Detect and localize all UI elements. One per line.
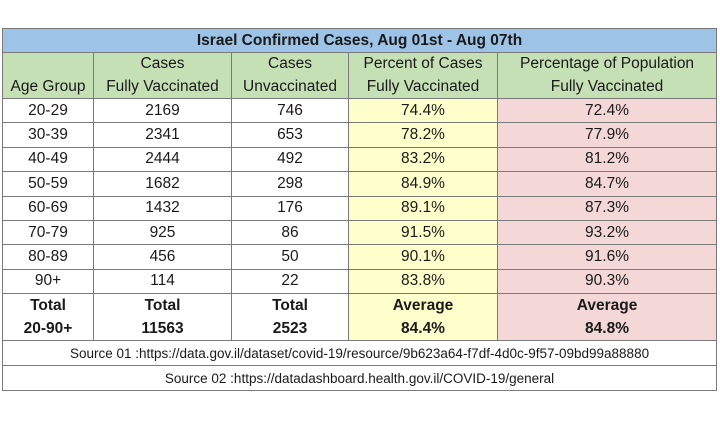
percent-population-cell: 91.6% [496, 244, 718, 270]
table-row: 40-49 2444 492 83.2% 81.2% [2, 146, 718, 173]
average-percent-population-value: 84.8% [496, 317, 718, 342]
source-02-link[interactable]: Source 02 :https://datadashboard.health.… [1, 365, 718, 392]
average-percent-population-label: Average [496, 293, 718, 318]
vaccinated-cell: 456 [93, 244, 232, 270]
unvaccinated-cell: 22 [231, 268, 349, 295]
percent-cases-cell: 83.8% [348, 268, 498, 295]
source-01-link[interactable]: Source 01 :https://data.gov.il/dataset/c… [1, 340, 718, 367]
vaccinated-cell: 1432 [93, 195, 232, 221]
unvaccinated-cell: 746 [231, 97, 349, 124]
table-row: 90+ 114 22 83.8% 90.3% [2, 268, 718, 295]
age-cell: 70-79 [2, 219, 94, 246]
unvaccinated-cell: 50 [231, 244, 349, 270]
cases-table-container: Israel Confirmed Cases, Aug 01st - Aug 0… [1, 28, 718, 392]
vaccinated-cell: 114 [93, 268, 232, 295]
header-percent-population-line1: Percentage of Population [496, 52, 718, 75]
age-cell: 30-39 [2, 122, 94, 148]
percent-population-cell: 81.2% [496, 146, 718, 173]
unvaccinated-cell: 176 [231, 195, 349, 221]
header-age-group: Age Group [2, 75, 94, 99]
percent-population-cell: 93.2% [496, 219, 718, 246]
age-cell: 40-49 [2, 146, 94, 173]
percent-cases-cell: 74.4% [348, 97, 498, 124]
percent-population-cell: 84.7% [496, 171, 718, 197]
table-row: 60-69 1432 176 89.1% 87.3% [2, 195, 718, 221]
vaccinated-cell: 1682 [93, 171, 232, 197]
unvaccinated-cell: 653 [231, 122, 349, 148]
vaccinated-cell: 2341 [93, 122, 232, 148]
header-cases-unvaccinated-line1: Cases [231, 52, 349, 75]
percent-population-cell: 72.4% [496, 97, 718, 124]
percent-cases-cell: 83.2% [348, 146, 498, 173]
header-cases-unvaccinated-line2: Unvaccinated [231, 75, 349, 99]
table-row: 70-79 925 86 91.5% 93.2% [2, 219, 718, 246]
header-cases-vaccinated-line2: Fully Vaccinated [93, 75, 232, 99]
age-cell: 90+ [2, 268, 94, 295]
percent-population-cell: 87.3% [496, 195, 718, 221]
age-cell: 60-69 [2, 195, 94, 221]
header-age-group-line1 [2, 52, 94, 75]
table-row: 20-29 2169 746 74.4% 72.4% [2, 97, 718, 124]
total-age-range: 20-90+ [2, 317, 94, 342]
cases-table: Israel Confirmed Cases, Aug 01st - Aug 0… [1, 28, 718, 392]
vaccinated-cell: 2169 [93, 97, 232, 124]
percent-cases-cell: 78.2% [348, 122, 498, 148]
average-percent-cases-label: Average [348, 293, 498, 318]
vaccinated-cell: 2444 [93, 146, 232, 173]
percent-cases-cell: 84.9% [348, 171, 498, 197]
totals-label-row: Total Total Total Average Average [2, 293, 718, 318]
unvaccinated-cell: 86 [231, 219, 349, 246]
total-unvaccinated-value: 2523 [231, 317, 349, 342]
average-percent-cases-value: 84.4% [348, 317, 498, 342]
percent-cases-cell: 91.5% [348, 219, 498, 246]
percent-population-cell: 77.9% [496, 122, 718, 148]
header-cases-vaccinated-line1: Cases [93, 52, 232, 75]
total-unvaccinated-label: Total [231, 293, 349, 318]
totals-value-row: 20-90+ 11563 2523 84.4% 84.8% [2, 317, 718, 342]
age-cell: 50-59 [2, 171, 94, 197]
header-percent-cases-line1: Percent of Cases [348, 52, 498, 75]
unvaccinated-cell: 492 [231, 146, 349, 173]
total-vaccinated-label: Total [93, 293, 232, 318]
unvaccinated-cell: 298 [231, 171, 349, 197]
vaccinated-cell: 925 [93, 219, 232, 246]
total-vaccinated-value: 11563 [93, 317, 232, 342]
age-cell: 20-29 [2, 97, 94, 124]
total-age-label: Total [2, 293, 94, 318]
table-title: Israel Confirmed Cases, Aug 01st - Aug 0… [1, 28, 718, 53]
header-percent-cases-line2: Fully Vaccinated [348, 75, 498, 99]
percent-cases-cell: 90.1% [348, 244, 498, 270]
age-cell: 80-89 [2, 244, 94, 270]
percent-population-cell: 90.3% [496, 268, 718, 295]
table-row: 50-59 1682 298 84.9% 84.7% [2, 171, 718, 197]
table-row: 30-39 2341 653 78.2% 77.9% [2, 122, 718, 148]
header-percent-population-line2: Fully Vaccinated [496, 75, 718, 99]
table-row: 80-89 456 50 90.1% 91.6% [2, 244, 718, 270]
percent-cases-cell: 89.1% [348, 195, 498, 221]
